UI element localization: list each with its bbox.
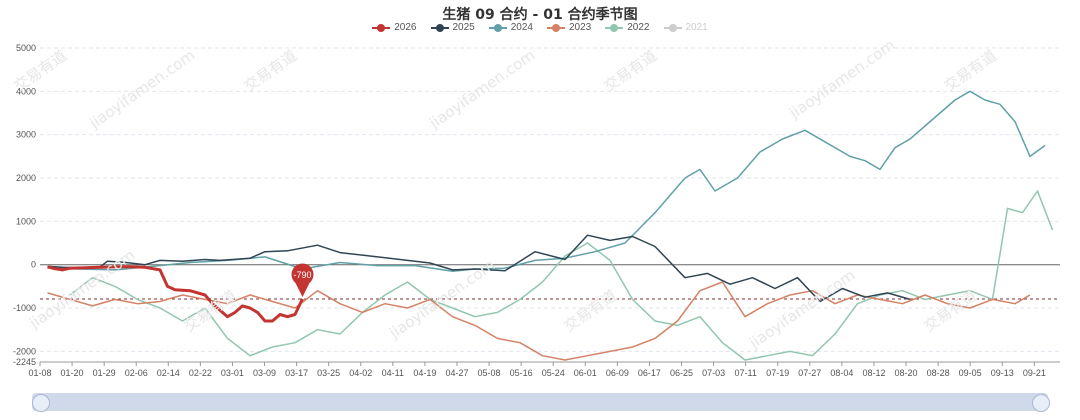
legend-item-2024[interactable]: 2024 xyxy=(488,22,533,33)
legend-swatch xyxy=(430,23,449,33)
legend-item-2022[interactable]: 2022 xyxy=(605,22,650,33)
x-tick-label: 07-19 xyxy=(766,368,789,378)
series-line-2024 xyxy=(47,90,1046,272)
x-tick-label: 04-19 xyxy=(413,368,436,378)
y-tick-label: -2245 xyxy=(13,357,36,367)
legend-label: 2025 xyxy=(452,22,475,33)
datazoom-left-handle[interactable] xyxy=(32,394,50,412)
legend-swatch xyxy=(547,23,565,33)
x-tick-label: 03-25 xyxy=(317,368,340,378)
x-tick-label: 01-29 xyxy=(93,368,116,378)
marker-label: -790 xyxy=(293,270,311,280)
x-tick-label: 06-17 xyxy=(638,368,661,378)
series-line-2023 xyxy=(47,281,1031,361)
x-tick-label: 01-08 xyxy=(28,368,51,378)
x-tick-label: 03-17 xyxy=(285,368,308,378)
x-tick-label: 07-11 xyxy=(734,368,756,378)
x-tick-label: 09-05 xyxy=(959,368,982,378)
legend-label: 2023 xyxy=(569,22,592,33)
x-tick-label: 03-09 xyxy=(253,368,276,378)
x-tick-label: 06-01 xyxy=(574,368,597,378)
y-tick-label: 0 xyxy=(31,260,36,270)
legend-swatch xyxy=(488,23,507,33)
y-tick-label: 1000 xyxy=(16,216,36,226)
legend-swatch xyxy=(663,23,682,33)
x-tick-label: 04-27 xyxy=(445,368,468,378)
x-tick-label: 08-28 xyxy=(927,368,950,378)
x-tick-label: 09-13 xyxy=(991,368,1014,378)
x-tick-label: 04-02 xyxy=(349,368,372,378)
y-tick-label: -1000 xyxy=(13,303,36,313)
datazoom-right-handle[interactable] xyxy=(1032,394,1050,412)
x-tick-label: 02-06 xyxy=(125,368,148,378)
x-tick-label: 01-20 xyxy=(61,368,84,378)
x-tick-label: 05-16 xyxy=(510,368,533,378)
legend-swatch xyxy=(605,23,624,33)
legend: 2026 2025 2024 2023 2022 2021 xyxy=(0,22,1080,33)
y-tick-label: -2000 xyxy=(13,346,36,356)
legend-swatch xyxy=(372,23,391,33)
chart-title: 生猪 09 合约 - 01 合约季节图 xyxy=(442,7,638,23)
x-tick-label: 05-24 xyxy=(542,368,565,378)
x-tick-label: 02-14 xyxy=(157,368,180,378)
legend-label: 2024 xyxy=(510,22,533,33)
legend-item-2023[interactable]: 2023 xyxy=(547,22,591,33)
legend-label: 2022 xyxy=(627,22,650,33)
legend-label: 2026 xyxy=(394,22,417,33)
series-line-2025 xyxy=(47,234,911,303)
legend-item-2021[interactable]: 2021 xyxy=(663,22,708,33)
x-tick-label: 02-22 xyxy=(189,368,212,378)
x-tick-label: 07-03 xyxy=(702,368,725,378)
legend-item-2025[interactable]: 2025 xyxy=(430,22,475,33)
x-tick-label: 08-12 xyxy=(862,368,885,378)
legend-item-2026[interactable]: 2026 xyxy=(372,22,417,33)
x-tick-label: 05-08 xyxy=(478,368,501,378)
series-line-2026 xyxy=(47,265,304,323)
x-tick-label: 08-04 xyxy=(830,368,853,378)
y-tick-label: 3000 xyxy=(16,130,36,140)
y-tick-label: 2000 xyxy=(16,173,36,183)
datazoom-slider[interactable] xyxy=(32,393,1048,411)
x-tick-label: 06-09 xyxy=(606,368,629,378)
x-tick-label: 08-20 xyxy=(895,368,918,378)
x-tick-label: 04-11 xyxy=(382,368,404,378)
x-tick-label: 09-21 xyxy=(1023,368,1046,378)
x-tick-label: 07-27 xyxy=(798,368,821,378)
marker-pin xyxy=(291,263,314,297)
y-tick-label: 5000 xyxy=(16,43,36,53)
x-tick-label: 06-25 xyxy=(670,368,693,378)
y-tick-label: 4000 xyxy=(16,86,36,96)
series-line-2022 xyxy=(69,190,1054,361)
x-tick-label: 03-01 xyxy=(221,368,244,378)
legend-label: 2021 xyxy=(685,22,708,33)
